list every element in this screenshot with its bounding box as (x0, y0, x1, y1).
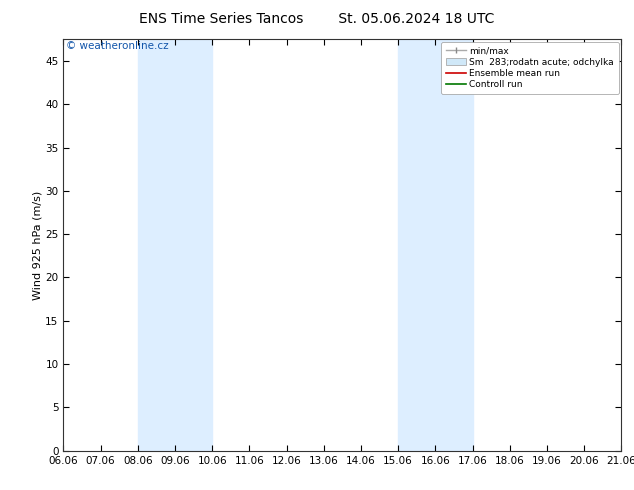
Bar (138, 39, 212, 451)
Text: ENS Time Series Tancos        St. 05.06.2024 18 UTC: ENS Time Series Tancos St. 05.06.2024 18… (139, 12, 495, 26)
Legend: min/max, Sm  283;rodatn acute; odchylka, Ensemble mean run, Controll run: min/max, Sm 283;rodatn acute; odchylka, … (441, 42, 619, 94)
Text: © weatheronline.cz: © weatheronline.cz (66, 41, 169, 51)
Y-axis label: Wind 925 hPa (m/s): Wind 925 hPa (m/s) (32, 191, 42, 299)
Bar (398, 39, 472, 451)
